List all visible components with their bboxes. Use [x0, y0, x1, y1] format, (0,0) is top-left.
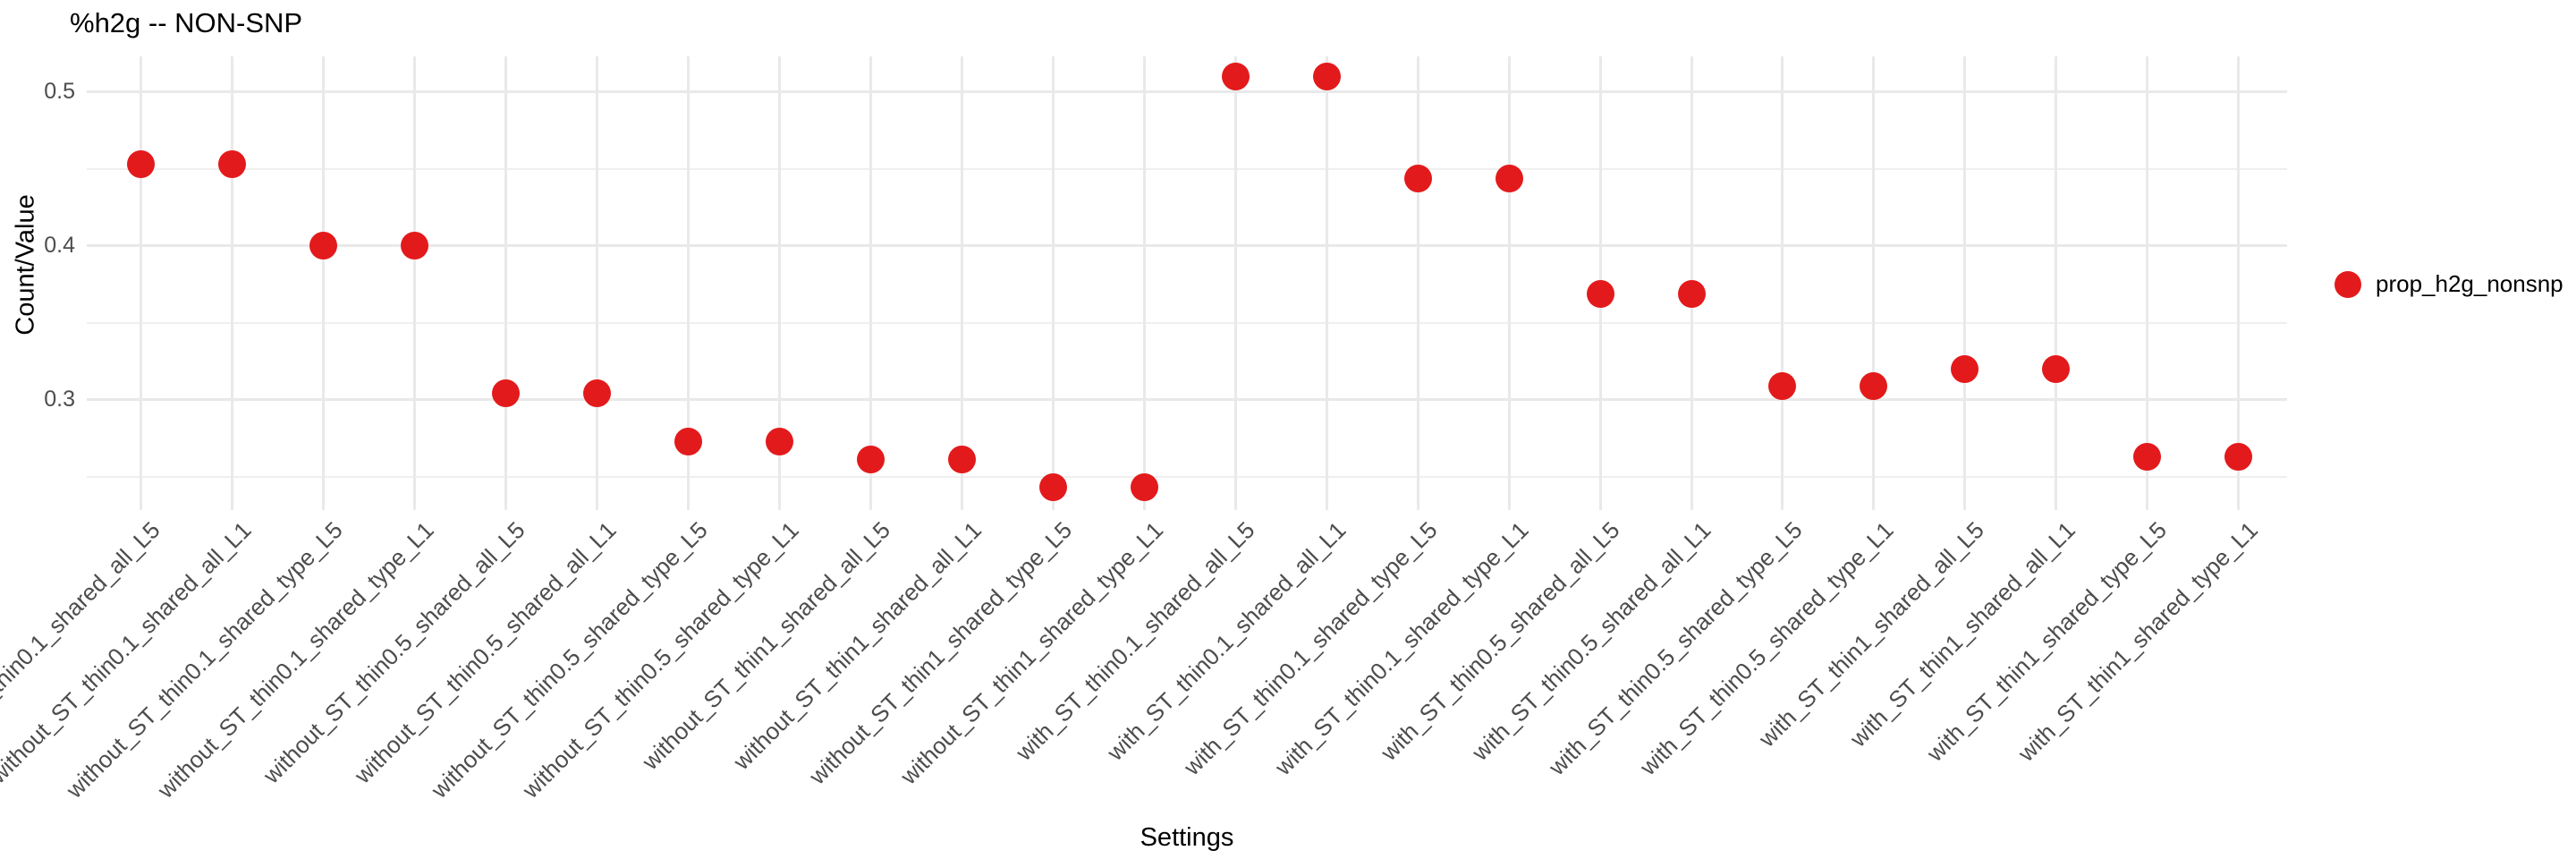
legend-label: prop_h2g_nonsnp — [2376, 270, 2563, 297]
y-tick-label: 0.4 — [44, 232, 75, 258]
legend: prop_h2g_nonsnp — [2334, 270, 2563, 298]
y-axis-title: Count/Value — [11, 194, 40, 336]
gridline-vertical — [2146, 56, 2149, 510]
gridline-vertical — [413, 56, 417, 510]
gridline-vertical — [1142, 56, 1146, 510]
data-point — [218, 150, 247, 179]
gridline-vertical — [1781, 56, 1784, 510]
data-point — [1403, 164, 1432, 192]
gridline-vertical — [1963, 56, 1967, 510]
data-point — [1312, 63, 1341, 90]
gridline-minor — [87, 167, 2287, 170]
gridline-vertical — [777, 56, 781, 510]
data-point — [1038, 473, 1067, 502]
legend-point-icon — [2334, 270, 2361, 298]
gridline-vertical — [686, 56, 690, 510]
data-point — [492, 379, 521, 408]
gridline-vertical — [1416, 56, 1419, 510]
gridline-vertical — [322, 56, 326, 510]
data-point — [127, 150, 156, 179]
data-point — [2224, 442, 2253, 471]
gridline-vertical — [2237, 56, 2241, 510]
chart-title: %h2g -- NON-SNP — [70, 7, 303, 38]
gridline-vertical — [596, 56, 598, 510]
gridline-vertical — [2055, 56, 2058, 510]
gridline-minor — [87, 475, 2287, 478]
data-point — [1586, 279, 1614, 308]
gridline-vertical — [1051, 56, 1055, 510]
gridline-vertical — [960, 56, 963, 510]
gridline-major — [87, 398, 2287, 402]
data-point — [1860, 371, 1888, 400]
data-point — [1951, 354, 1979, 383]
y-tick-label: 0.3 — [44, 386, 75, 412]
gridline-vertical — [1325, 56, 1328, 510]
data-point — [309, 232, 338, 260]
data-point — [1221, 63, 1250, 90]
gridline-vertical — [504, 56, 508, 510]
gridline-vertical — [869, 56, 872, 510]
data-point — [1677, 279, 1706, 308]
gridline-minor — [87, 321, 2287, 324]
data-point — [765, 427, 793, 455]
plot-panel — [87, 56, 2287, 510]
gridline-vertical — [1507, 56, 1511, 510]
data-point — [947, 446, 976, 474]
data-point — [1495, 164, 1523, 192]
x-axis-title: Settings — [1140, 823, 1234, 852]
gridline-vertical — [231, 56, 234, 510]
data-point — [401, 232, 429, 260]
gridline-vertical — [140, 56, 143, 510]
data-point — [1768, 371, 1797, 400]
gridline-vertical — [1872, 56, 1876, 510]
gridline-vertical — [1233, 56, 1237, 510]
data-point — [2042, 354, 2071, 383]
y-tick-label: 0.5 — [44, 78, 75, 104]
data-point — [1130, 473, 1158, 502]
data-point — [856, 446, 885, 474]
data-point — [2133, 442, 2162, 471]
data-point — [674, 427, 702, 455]
gridline-major — [87, 90, 2287, 94]
gridline-major — [87, 244, 2287, 248]
data-point — [583, 379, 611, 408]
